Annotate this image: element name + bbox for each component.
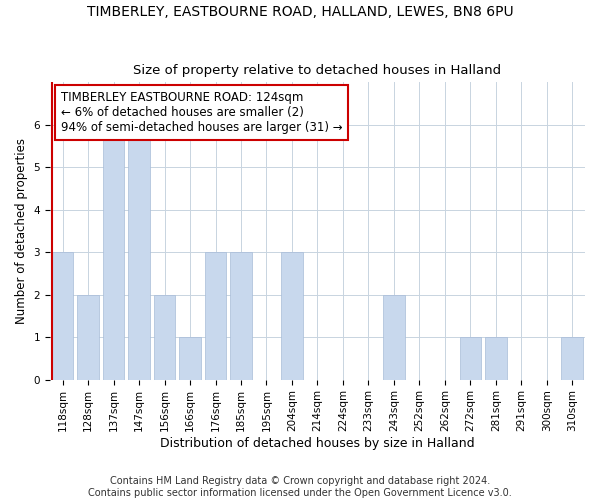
Bar [460, 337, 481, 380]
Text: TIMBERLEY EASTBOURNE ROAD: 124sqm
← 6% of detached houses are smaller (2)
94% of: TIMBERLEY EASTBOURNE ROAD: 124sqm ← 6% o… [61, 92, 342, 134]
Bar [281, 252, 303, 380]
Text: Contains HM Land Registry data © Crown copyright and database right 2024.
Contai: Contains HM Land Registry data © Crown c… [88, 476, 512, 498]
Bar [52, 252, 73, 380]
Bar [103, 125, 124, 380]
Bar [562, 337, 583, 380]
Bar [128, 125, 150, 380]
Y-axis label: Number of detached properties: Number of detached properties [15, 138, 28, 324]
X-axis label: Distribution of detached houses by size in Halland: Distribution of detached houses by size … [160, 437, 475, 450]
Bar [179, 337, 201, 380]
Bar [485, 337, 506, 380]
Text: TIMBERLEY, EASTBOURNE ROAD, HALLAND, LEWES, BN8 6PU: TIMBERLEY, EASTBOURNE ROAD, HALLAND, LEW… [86, 5, 514, 19]
Bar [383, 294, 405, 380]
Title: Size of property relative to detached houses in Halland: Size of property relative to detached ho… [133, 64, 502, 77]
Bar [154, 294, 175, 380]
Bar [77, 294, 99, 380]
Bar [205, 252, 226, 380]
Bar [230, 252, 252, 380]
